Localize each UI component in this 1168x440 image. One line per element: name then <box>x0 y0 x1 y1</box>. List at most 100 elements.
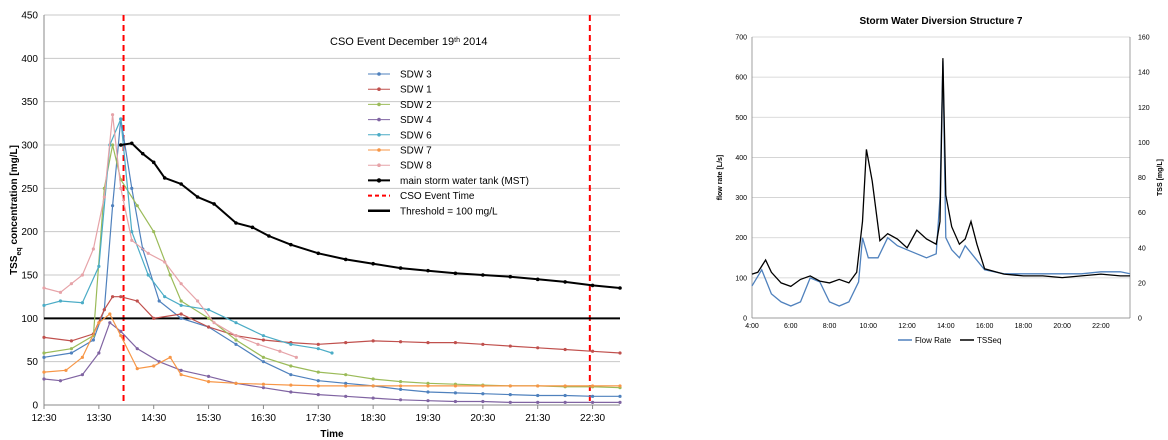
chart2-y2tick-label: 140 <box>1138 70 1150 77</box>
chart1-xtick-label: 21:30 <box>525 413 550 424</box>
chart1-data-point <box>509 393 512 396</box>
chart1-data-point <box>426 399 429 402</box>
chart2-xtick-label: 16:00 <box>976 323 994 330</box>
chart1-data-point <box>70 347 73 350</box>
chart1-ytick-label: 50 <box>27 357 39 368</box>
chart2-ytick-label: 500 <box>735 115 747 122</box>
chart1-data-point <box>481 384 484 387</box>
chart1-data-point <box>317 370 320 373</box>
chart1-data-point <box>509 401 512 404</box>
chart1-data-point <box>152 230 155 233</box>
chart2-ytick-label: 700 <box>735 35 747 42</box>
chart1-data-point <box>317 343 320 346</box>
chart1-legend-label: SDW 3 <box>400 70 432 81</box>
chart1-legend-label: Threshold = 100 mg/L <box>400 206 498 217</box>
chart1-data-point <box>426 341 429 344</box>
chart1-legend-marker <box>377 72 381 76</box>
chart1-data-point <box>64 369 67 372</box>
chart1-data-point <box>564 384 567 387</box>
chart1-data-point <box>481 400 484 403</box>
chart1-data-point <box>289 373 292 376</box>
chart1-data-point <box>70 339 73 342</box>
chart1-data-point <box>251 226 255 230</box>
chart1-legend-label: SDW 2 <box>400 100 432 111</box>
chart1-legend-label: SDW 1 <box>400 85 432 96</box>
chart1-data-point <box>262 338 265 341</box>
chart1-data-point <box>289 243 293 247</box>
chart1-data-point <box>179 182 183 186</box>
chart1-data-point <box>426 269 430 273</box>
chart1-data-point <box>399 266 403 270</box>
chart2-ytick-label: 200 <box>735 235 747 242</box>
chart1-data-point <box>591 395 594 398</box>
chart1-data-point <box>136 347 139 350</box>
chart1-data-point <box>481 392 484 395</box>
chart1-y-axis-label: TSSeq concentration [mg/L] <box>9 145 23 275</box>
chart1-data-point <box>536 384 539 387</box>
chart2-xtick-label: 12:00 <box>898 323 916 330</box>
chart1-data-point <box>97 321 100 324</box>
chart2-xtick-label: 8:00 <box>823 323 837 330</box>
chart1-data-point <box>344 341 347 344</box>
chart1-xtick-label: 14:30 <box>141 413 166 424</box>
chart1-data-point <box>152 317 155 320</box>
chart1-data-point <box>564 348 567 351</box>
chart1-data-point <box>196 299 199 302</box>
chart1-data-point <box>108 312 111 315</box>
chart1-data-point <box>267 234 271 238</box>
chart1-data-point <box>119 117 122 120</box>
chart1-x-axis-label: Time <box>320 429 344 440</box>
chart1-data-point <box>234 343 237 346</box>
chart1-data-point <box>180 317 183 320</box>
chart1-data-point <box>111 113 114 116</box>
chart1-group: 0 50 100 150 200 250 300 350 400 450 12:30 13:30 14:… <box>9 11 622 440</box>
chart1-ytick-label: 0 <box>32 401 38 412</box>
chart2-group: 0100200300400500600700020406080100120140… <box>717 16 1164 345</box>
chart1-data-point <box>536 346 539 349</box>
chart1-ytick-label: 400 <box>21 54 38 65</box>
chart1-data-point <box>180 373 183 376</box>
chart2-ytick-label: 0 <box>743 316 747 323</box>
chart1-data-point <box>564 394 567 397</box>
chart1-data-point <box>136 367 139 370</box>
chart1-xtick-label: 20:30 <box>470 413 495 424</box>
chart1-data-point <box>591 350 594 353</box>
chart1-data-point <box>317 347 320 350</box>
chart2-tsseq-line <box>752 58 1130 286</box>
chart1-data-point <box>59 379 62 382</box>
chart1-data-point <box>262 356 265 359</box>
chart1-data-point <box>141 152 145 156</box>
chart1-legend-label: SDW 7 <box>400 146 432 157</box>
chart1-xtick-label: 12:30 <box>31 413 56 424</box>
chart1-data-point <box>399 398 402 401</box>
chart1-title: CSO Event December 19th 2014 <box>330 36 488 48</box>
chart1-data-point <box>454 391 457 394</box>
chart1-data-point <box>59 291 62 294</box>
chart1-data-point <box>42 304 45 307</box>
chart1-data-point <box>262 334 265 337</box>
chart1-legend-marker <box>377 103 381 107</box>
chart1-data-point <box>372 384 375 387</box>
chart1-data-point <box>591 401 594 404</box>
chart1-data-point <box>180 299 183 302</box>
chart1-legend-label: SDW 8 <box>400 161 432 172</box>
chart2-y-axis-label: flow rate [L/s] <box>717 155 724 201</box>
chart1-data-point <box>42 356 45 359</box>
chart1-data-point <box>330 351 333 354</box>
chart1-data-point <box>169 273 172 276</box>
chart1-data-point <box>207 380 210 383</box>
chart1-data-point <box>399 384 402 387</box>
chart1-data-point <box>111 204 114 207</box>
chart1-data-point <box>454 341 457 344</box>
chart2-ytick-label: 400 <box>735 155 747 162</box>
chart2-y2-axis-label: TSS [mg/L] <box>1157 159 1164 196</box>
chart2-title: Storm Water Diversion Structure 7 <box>859 16 1022 27</box>
chart1-data-point <box>207 375 210 378</box>
chart1-data-point <box>119 295 122 298</box>
chart1-data-point <box>372 377 375 380</box>
chart1-xtick-label: 13:30 <box>86 413 111 424</box>
chart1-data-point <box>234 382 237 385</box>
chart1-data-point <box>81 301 84 304</box>
chart1-data-point <box>371 262 375 266</box>
